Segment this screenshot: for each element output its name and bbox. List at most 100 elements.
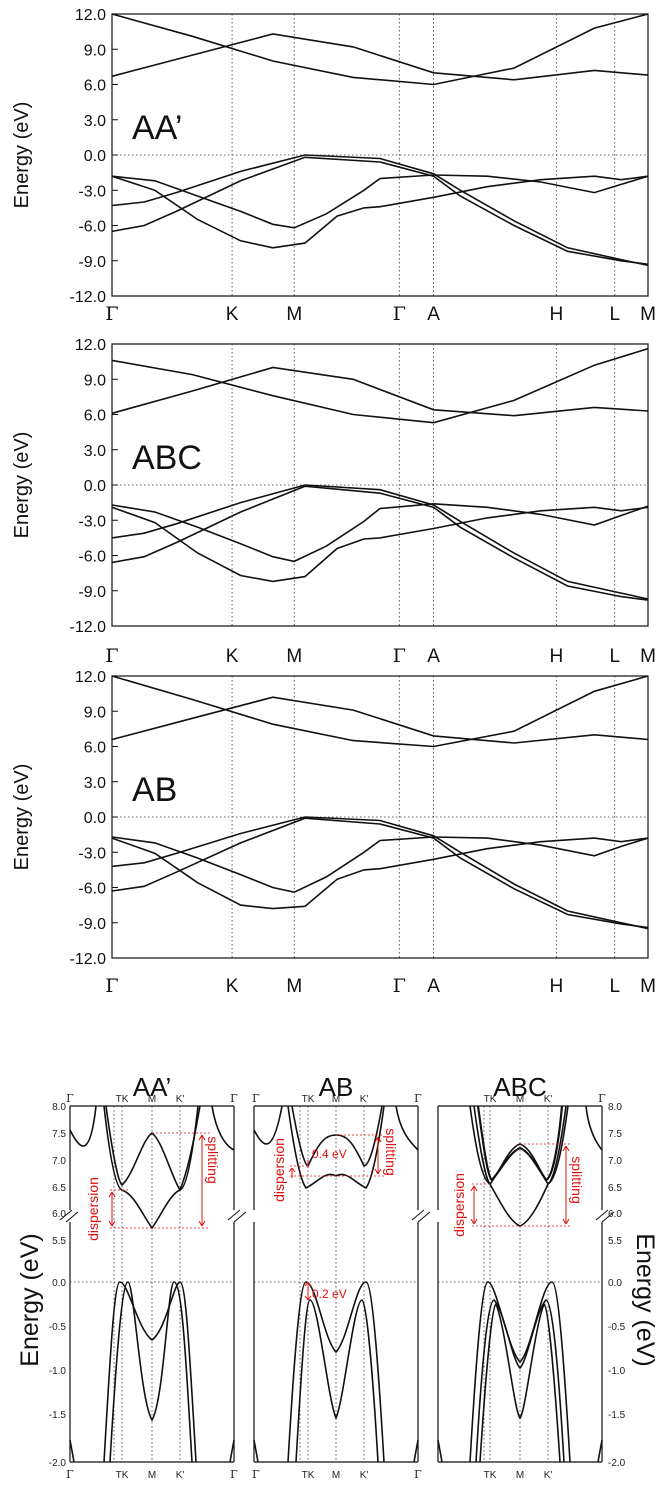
energy-band [111, 485, 649, 601]
energy-band [111, 836, 649, 894]
dispersion-label: dispersion [271, 1138, 287, 1202]
energy-band [111, 366, 649, 417]
kpoint-label: Γ [105, 303, 118, 325]
gap-label: 0.4 eV [312, 1147, 347, 1161]
panel-label: AB [132, 771, 177, 809]
kpoint-label: A [427, 976, 440, 997]
valence-band [437, 1439, 603, 1463]
energy-band [111, 347, 649, 424]
kpoint-label: Γ [105, 645, 118, 667]
ytick-label: 9.0 [84, 372, 106, 389]
annotations-aa-prime: dispersion splitting [85, 1132, 221, 1241]
ytick-label: 6.0 [52, 1209, 66, 1220]
klabel-top: TK [302, 1094, 315, 1105]
y-axis-label: Energy (eV) [11, 432, 33, 539]
klabel-top: TK [116, 1094, 129, 1105]
ytick-label: -9.0 [78, 916, 106, 933]
y-axis-label-left: Energy (eV) [16, 1233, 44, 1366]
ytick-label: 6.0 [84, 740, 106, 757]
kpoint-label: Γ [393, 303, 406, 325]
ytick-label: -6.0 [78, 881, 106, 898]
valence-band [479, 1302, 561, 1463]
ytick-label: -0.5 [49, 1322, 67, 1333]
panel-aa-prime: Energy (eV) AA’ 12.0 9.0 6.0 3.0 0.0 -3.0 -6.0… [11, 7, 656, 325]
klabel-top: K' [360, 1094, 369, 1105]
ytick-label: -12.0 [70, 289, 107, 306]
ytick-label: -3.0 [78, 513, 106, 530]
zoom-vgrid [70, 1106, 602, 1462]
ytick-label: 6.0 [84, 78, 106, 95]
valence-band [69, 1439, 235, 1463]
ytick-label: 12.0 [75, 7, 106, 24]
klabel-bottom: K' [360, 1470, 369, 1481]
ytick-label: -3.0 [78, 845, 106, 862]
kpoint-label: K [226, 976, 239, 997]
ytick-label: 0.0 [84, 810, 106, 827]
ytick-label: 5.5 [608, 1236, 622, 1247]
zoom-yticks-right: 8.0 7.5 7.0 6.5 6.0 5.5 0.0 -0.5 -1.0 -1… [608, 1102, 626, 1469]
ytick-label: -1.0 [608, 1366, 626, 1377]
kpoint-label: Γ [393, 645, 406, 667]
ytick-label: -9.0 [78, 584, 106, 601]
conduction-band [395, 1105, 419, 1151]
panel-label: ABC [132, 439, 202, 477]
ytick-label: -0.5 [608, 1322, 626, 1333]
zoom-klabels-ab: Γ TK M K' Γ Γ TK M K' Γ [252, 1092, 422, 1481]
splitting-label: splitting [205, 1136, 221, 1183]
conduction-band [585, 1105, 603, 1151]
ytick-label: -1.5 [49, 1410, 67, 1421]
ytick-label: 7.5 [52, 1129, 66, 1140]
klabel-top: M [148, 1094, 156, 1105]
klabel-top: Γ [252, 1092, 260, 1105]
energy-band [111, 175, 649, 249]
kpoint-label: K [226, 304, 239, 325]
klabel-bottom: K' [176, 1470, 185, 1481]
zoom-title-ab: AB [319, 1072, 354, 1102]
conduction-band [476, 1105, 564, 1182]
valence-band [253, 1439, 419, 1463]
ytick-label: 9.0 [84, 704, 106, 721]
conduction-band [103, 1105, 199, 1230]
ytick-label: 7.5 [608, 1129, 622, 1140]
klabel-top: M [332, 1094, 340, 1105]
conduction-band [69, 1105, 97, 1147]
ytick-label: -1.0 [49, 1366, 67, 1377]
klabel-bottom: Γ [66, 1468, 74, 1481]
dispersion-label: dispersion [85, 1177, 101, 1241]
energy-band [111, 484, 649, 600]
kpoint-label: H [549, 976, 563, 997]
ytick-label: 0.0 [84, 478, 106, 495]
splitting-label: splitting [569, 1156, 585, 1203]
kpoint-label: L [609, 646, 620, 667]
kpoint-label: M [286, 976, 302, 997]
energy-band [111, 506, 649, 583]
ytick-label: -2.0 [608, 1458, 626, 1469]
kpoint-label: M [286, 304, 302, 325]
energy-band [111, 837, 649, 910]
annotations-ab: dispersion splitting 0.4 eV 0.2 eV [271, 1128, 399, 1301]
ytick-label: 0.0 [84, 148, 106, 165]
valence-band [287, 1281, 385, 1463]
ytick-label: 0.0 [608, 1278, 622, 1289]
kpoint-label: M [640, 646, 656, 667]
klabel-bottom: M [516, 1470, 524, 1481]
kpoint-label: L [609, 304, 620, 325]
y-axis-label: Energy (eV) [11, 102, 33, 209]
ytick-label: 8.0 [608, 1102, 622, 1113]
kpoint-label: M [640, 976, 656, 997]
energy-band [111, 154, 649, 267]
y-axis-label: Energy (eV) [11, 764, 33, 871]
klabel-bottom: Γ [414, 1468, 422, 1481]
ytick-label: 6.0 [84, 408, 106, 425]
klabel-top: Γ [230, 1092, 238, 1105]
energy-band [111, 33, 649, 81]
ytick-label: -3.0 [78, 183, 106, 200]
annotations-abc: dispersion splitting [451, 1143, 585, 1237]
zoom-title-aa-prime: AA’ [133, 1072, 172, 1102]
klabel-bottom: TK [302, 1470, 315, 1481]
ytick-label: 12.0 [75, 337, 106, 354]
panel-ab: Energy (eV) AB 12.0 9.0 6.0 3.0 0.0 -3.0 -6.0 -… [11, 669, 656, 997]
ytick-label: -2.0 [49, 1458, 67, 1469]
klabel-bottom: M [148, 1470, 156, 1481]
